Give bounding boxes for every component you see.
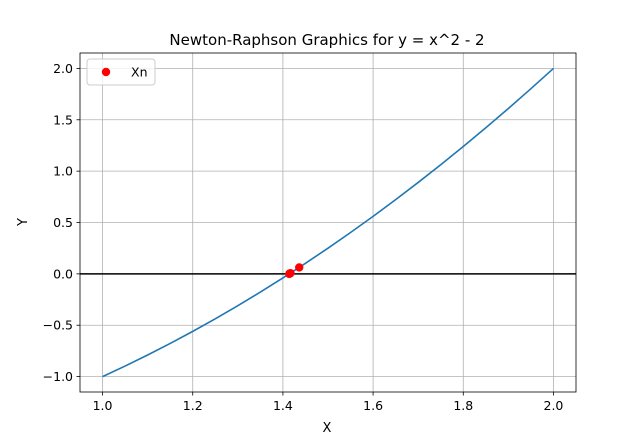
y-tick-label: 0.5 <box>53 215 73 230</box>
xn-point <box>295 263 304 272</box>
axis-ticks: 1.0 1.2 1.4 1.6 1.8 2.0 −1.0 −0.5 0.0 0.5 1.0 1.5 2.… <box>43 61 564 413</box>
xn-point <box>285 269 294 279</box>
legend-box <box>86 58 156 86</box>
y-axis-label: Y <box>16 218 31 227</box>
function-curve <box>102 67 554 378</box>
x-tick-label: 1.4 <box>273 398 293 413</box>
legend-label-xn: Xn <box>131 65 148 80</box>
y-tick-label: 2.0 <box>53 61 73 76</box>
x-tick-label: 1.0 <box>93 398 113 413</box>
x-tick-label: 1.8 <box>453 398 473 413</box>
chart-title: Newton-Raphson Graphics for y = x^2 - 2 <box>169 31 484 49</box>
legend: Xn <box>86 58 156 86</box>
y-tick-label: 1.5 <box>53 112 73 127</box>
x-tick-label: 1.6 <box>363 398 383 413</box>
x-axis-label: X <box>323 421 332 436</box>
x-tick-label: 1.2 <box>183 398 203 413</box>
x-tick-label: 2.0 <box>544 398 564 413</box>
function-curve-layer <box>102 67 554 378</box>
y-tick-label: −0.5 <box>43 318 73 333</box>
y-tick-label: 0.0 <box>53 266 73 281</box>
y-tick-label: 1.0 <box>53 164 73 179</box>
legend-marker-xn <box>101 67 111 77</box>
y-tick-label: −1.0 <box>43 369 73 384</box>
iteration-points-layer <box>285 263 304 279</box>
